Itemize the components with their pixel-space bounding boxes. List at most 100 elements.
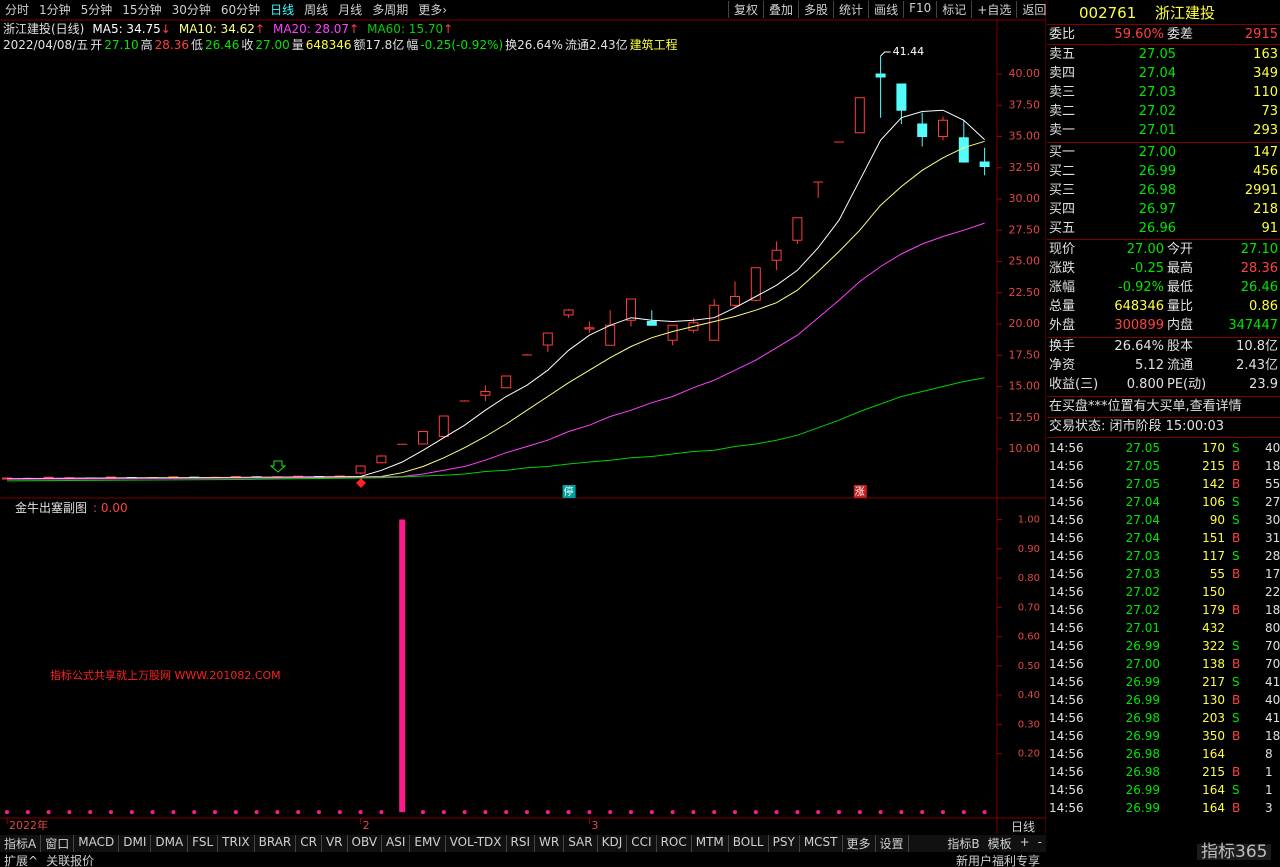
- trade-side: B: [1232, 477, 1241, 491]
- marker-box: [853, 485, 867, 498]
- candle-body: [584, 327, 595, 330]
- y-tick-label: 22.50: [1009, 286, 1041, 299]
- indicator-tab[interactable]: 指标A: [0, 835, 42, 852]
- footer-link[interactable]: 新用户福利专享: [955, 854, 1040, 867]
- trade-volume: 164: [1202, 747, 1225, 761]
- period-tab[interactable]: 分时: [5, 3, 30, 17]
- zero-dot: [25, 810, 30, 815]
- indicator-tab[interactable]: SAR: [564, 835, 598, 852]
- tool-button[interactable]: 多股: [798, 1, 833, 18]
- y-tick-label: 12.50: [1009, 411, 1041, 424]
- indicator-tab[interactable]: VOL-TDX: [446, 835, 507, 852]
- candle-body: [854, 97, 865, 134]
- ma-line: [6, 109, 985, 480]
- indicator-tab[interactable]: BRAR: [255, 835, 297, 852]
- indicator-tab[interactable]: 更多: [843, 835, 876, 852]
- tool-button[interactable]: 画线: [868, 1, 903, 18]
- trade-time: 14:56: [1049, 495, 1084, 509]
- tool-button[interactable]: 叠加: [763, 1, 798, 18]
- period-tab[interactable]: 月线: [338, 3, 363, 17]
- tool-button[interactable]: 复权: [728, 1, 763, 18]
- candle-body: [355, 465, 366, 474]
- candle-body: [563, 309, 574, 316]
- trade-time: 14:56: [1049, 603, 1084, 617]
- indicator-tab[interactable]: DMI: [119, 835, 152, 852]
- zero-dot: [46, 810, 51, 815]
- trade-count: 80: [1265, 621, 1280, 635]
- indicator-tab[interactable]: BOLL: [729, 835, 769, 852]
- indicator-tab[interactable]: ROC: [657, 835, 692, 852]
- trade-time: 14:56: [1049, 585, 1084, 599]
- quote-cell: 5.12: [1135, 358, 1164, 373]
- trade-price: 26.99: [1125, 639, 1160, 653]
- ma-line: [6, 377, 985, 482]
- quote-cell: 27.00: [1126, 242, 1164, 257]
- trade-price: 26.98: [1125, 747, 1160, 761]
- zero-dot: [441, 810, 446, 815]
- trade-side: S: [1232, 441, 1240, 455]
- footer-tab[interactable]: 关联报价: [46, 854, 95, 867]
- trade-volume: 179: [1202, 603, 1225, 617]
- footer-tab[interactable]: 扩展^: [4, 854, 39, 867]
- indicator-tab[interactable]: +: [1019, 835, 1030, 849]
- period-tab[interactable]: 60分钟: [220, 3, 261, 17]
- quote-item: 幅: [406, 38, 419, 52]
- indicator-tab[interactable]: EMV: [410, 835, 446, 852]
- period-tab[interactable]: 1分钟: [39, 3, 71, 17]
- quote-cell: 26.97: [1138, 202, 1176, 217]
- indicator-tab[interactable]: KDJ: [598, 835, 628, 852]
- quote-cell: 买五: [1049, 221, 1076, 236]
- indicator-tab[interactable]: CR: [296, 835, 322, 852]
- indicator-tab[interactable]: 模板: [987, 837, 1012, 851]
- quote-cell: 300899: [1114, 318, 1164, 333]
- indicator-tab[interactable]: TRIX: [218, 835, 255, 852]
- period-tab[interactable]: 周线: [304, 3, 329, 17]
- indicator-tab[interactable]: FSL: [188, 835, 219, 852]
- trade-time: 14:56: [1049, 729, 1084, 743]
- indicator-tab[interactable]: OBV: [348, 835, 383, 852]
- indicator-tab[interactable]: MTM: [692, 835, 729, 852]
- indicator-tab[interactable]: ASI: [382, 835, 411, 852]
- quote-cell: 委比: [1049, 27, 1076, 42]
- trade-volume: 164: [1202, 783, 1225, 797]
- indicator-tab[interactable]: -: [1037, 835, 1042, 849]
- zero-dot: [545, 810, 550, 815]
- trade-count: 28: [1265, 549, 1280, 563]
- indicator-tab[interactable]: CCI: [627, 835, 657, 852]
- period-tab[interactable]: 30分钟: [171, 3, 211, 17]
- indicator-tab[interactable]: MCST: [800, 835, 843, 852]
- tool-button[interactable]: 返回: [1016, 1, 1051, 18]
- indicator-tab[interactable]: 窗口: [41, 835, 75, 852]
- tool-button[interactable]: +自选: [971, 1, 1016, 18]
- zero-dot: [733, 810, 737, 815]
- period-tab[interactable]: 多周期: [372, 3, 409, 17]
- y-tick-label: 0.80: [1018, 573, 1040, 584]
- indicator-tab[interactable]: DMA: [151, 835, 189, 852]
- quote-cell: 买二: [1049, 164, 1076, 179]
- trade-count: 18: [1265, 603, 1280, 617]
- indicator-tab[interactable]: MACD: [74, 835, 120, 852]
- period-tab[interactable]: 5分钟: [80, 3, 113, 17]
- quote-item: 收: [241, 38, 254, 52]
- period-tab[interactable]: 更多›: [418, 3, 448, 17]
- indicator-tab[interactable]: WR: [535, 835, 565, 852]
- tool-button[interactable]: 标记: [936, 1, 971, 18]
- quote-cell: 收益(三): [1049, 377, 1099, 392]
- zero-dot: [608, 810, 613, 815]
- trade-volume: 217: [1202, 675, 1225, 689]
- indicator-tab[interactable]: PSY: [769, 835, 800, 852]
- trade-price: 27.03: [1125, 549, 1160, 563]
- tool-button[interactable]: 统计: [833, 1, 868, 18]
- quote-cell: 23.9: [1249, 377, 1278, 392]
- indicator-tab[interactable]: RSI: [507, 835, 536, 852]
- quote-cell: 买三: [1049, 183, 1076, 198]
- trade-side: B: [1232, 567, 1241, 581]
- period-tab[interactable]: 日线: [270, 3, 295, 17]
- indicator-tab[interactable]: 指标B: [947, 837, 980, 851]
- trade-price: 27.05: [1125, 477, 1160, 491]
- tool-button[interactable]: F10: [903, 1, 936, 18]
- indicator-tab[interactable]: 设置: [876, 835, 909, 852]
- indicator-tab[interactable]: VR: [322, 835, 348, 852]
- trade-price: 27.02: [1125, 585, 1160, 599]
- period-tab[interactable]: 15分钟: [122, 3, 162, 17]
